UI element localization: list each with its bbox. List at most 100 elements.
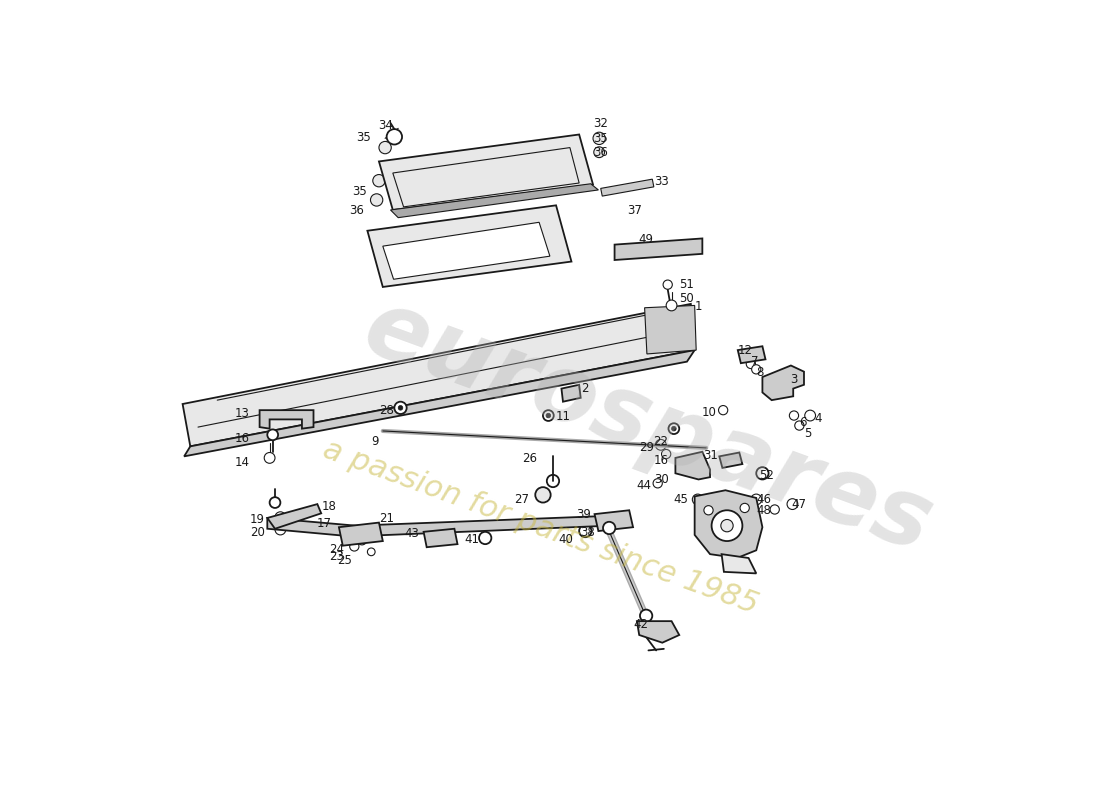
Text: 14: 14 (234, 455, 250, 469)
Text: 37: 37 (627, 204, 642, 217)
Circle shape (659, 246, 667, 253)
Text: 29: 29 (639, 441, 654, 454)
Circle shape (790, 411, 799, 420)
Text: 16: 16 (653, 454, 669, 467)
Circle shape (770, 505, 779, 514)
Polygon shape (378, 134, 593, 210)
Text: 6: 6 (800, 415, 807, 429)
Text: 23: 23 (329, 550, 344, 563)
Text: 42: 42 (634, 618, 648, 631)
Text: a passion for parts since 1985: a passion for parts since 1985 (319, 434, 762, 620)
Text: 16: 16 (234, 433, 250, 446)
Circle shape (805, 410, 815, 421)
Text: 39: 39 (576, 508, 592, 521)
Circle shape (270, 497, 280, 508)
Circle shape (625, 246, 632, 253)
Circle shape (268, 412, 276, 419)
Polygon shape (637, 621, 680, 642)
Polygon shape (184, 350, 695, 456)
Circle shape (398, 406, 403, 410)
Polygon shape (260, 410, 313, 429)
Circle shape (346, 530, 358, 540)
Text: 49: 49 (638, 233, 653, 246)
Circle shape (671, 426, 676, 431)
Text: 22: 22 (652, 435, 668, 448)
Circle shape (373, 174, 385, 187)
Text: 24: 24 (329, 542, 344, 555)
Polygon shape (601, 179, 653, 196)
Text: 19: 19 (250, 514, 265, 526)
Circle shape (720, 519, 733, 532)
Circle shape (712, 510, 743, 541)
Text: 32: 32 (593, 117, 608, 130)
Text: 11: 11 (556, 410, 571, 423)
Text: 7: 7 (751, 354, 758, 368)
Circle shape (546, 414, 551, 418)
Circle shape (704, 506, 713, 515)
Polygon shape (183, 304, 695, 446)
Text: 51: 51 (680, 278, 694, 291)
Circle shape (641, 246, 649, 253)
Text: 17: 17 (316, 517, 331, 530)
Text: 33: 33 (654, 175, 670, 188)
Polygon shape (738, 346, 766, 363)
Text: 45: 45 (673, 494, 689, 506)
Text: 35: 35 (593, 132, 608, 145)
Text: 38: 38 (580, 526, 594, 538)
Text: 41: 41 (464, 534, 480, 546)
Circle shape (656, 439, 667, 450)
Text: 13: 13 (234, 407, 250, 420)
Circle shape (794, 421, 804, 430)
Text: 26: 26 (522, 452, 538, 465)
Polygon shape (762, 366, 804, 400)
Text: 48: 48 (757, 504, 772, 517)
Circle shape (746, 359, 756, 369)
Circle shape (305, 412, 312, 419)
Circle shape (378, 142, 392, 154)
Polygon shape (594, 510, 634, 531)
Circle shape (692, 494, 703, 505)
Text: 35: 35 (356, 130, 372, 144)
Circle shape (669, 423, 680, 434)
Polygon shape (367, 206, 572, 287)
Text: 35: 35 (353, 185, 367, 198)
Circle shape (367, 548, 375, 556)
Circle shape (757, 467, 769, 479)
Circle shape (653, 478, 662, 488)
Circle shape (358, 536, 366, 545)
Polygon shape (615, 238, 703, 260)
Circle shape (788, 498, 798, 510)
Circle shape (480, 532, 492, 544)
Circle shape (594, 147, 605, 158)
Circle shape (387, 129, 403, 145)
Circle shape (394, 402, 407, 414)
Polygon shape (695, 490, 762, 558)
Circle shape (692, 246, 700, 253)
Text: 28: 28 (379, 404, 395, 417)
Circle shape (350, 542, 359, 551)
Text: 36: 36 (349, 204, 363, 217)
Polygon shape (390, 184, 598, 218)
Text: 20: 20 (250, 526, 265, 538)
Text: 44: 44 (637, 479, 651, 493)
Text: 34: 34 (378, 119, 393, 132)
Text: 36: 36 (593, 146, 608, 159)
Text: 10: 10 (702, 406, 716, 419)
Circle shape (362, 527, 373, 538)
Polygon shape (719, 453, 742, 468)
Text: 5: 5 (804, 427, 812, 440)
Polygon shape (424, 529, 458, 547)
Circle shape (661, 450, 671, 458)
Text: 50: 50 (680, 291, 694, 305)
Circle shape (536, 487, 551, 502)
Circle shape (663, 280, 672, 290)
Polygon shape (561, 385, 581, 402)
Polygon shape (675, 452, 711, 479)
Circle shape (593, 132, 605, 145)
Text: 1: 1 (695, 300, 702, 313)
Text: 8: 8 (757, 366, 763, 378)
Circle shape (543, 410, 553, 421)
Circle shape (275, 524, 286, 535)
Circle shape (740, 503, 749, 513)
Text: 4: 4 (814, 412, 822, 425)
